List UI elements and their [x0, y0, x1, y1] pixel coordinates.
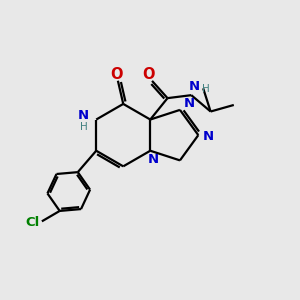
Text: H: H — [80, 122, 88, 132]
Text: N: N — [148, 153, 159, 166]
Text: N: N — [189, 80, 200, 93]
Text: N: N — [78, 110, 89, 122]
Text: N: N — [183, 98, 194, 110]
Text: O: O — [110, 67, 123, 82]
Text: N: N — [202, 130, 213, 143]
Text: H: H — [202, 84, 209, 94]
Text: Cl: Cl — [25, 216, 40, 229]
Text: O: O — [142, 67, 155, 82]
